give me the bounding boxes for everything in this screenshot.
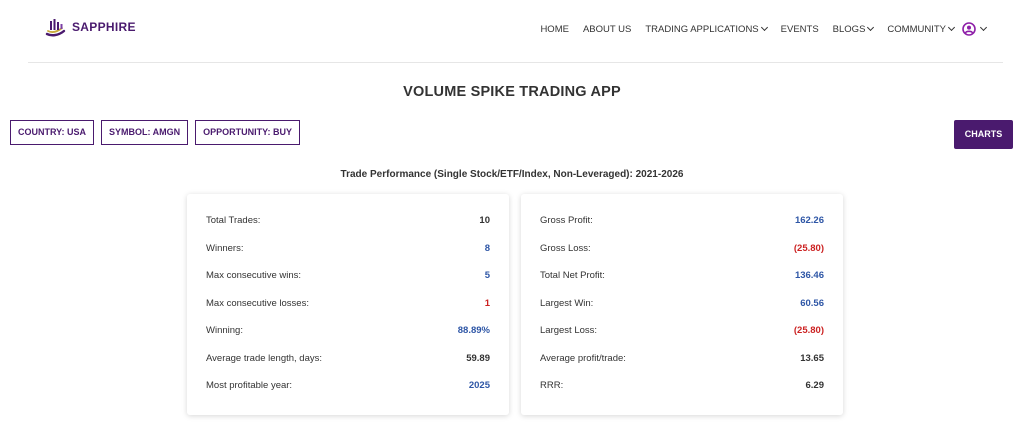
profile-menu[interactable] [962,22,988,36]
stat-row: Max consecutive losses: 1 [206,290,490,318]
stat-label: Gross Loss: [540,242,591,254]
stat-row: Winning: 88.89% [206,317,490,345]
stat-value: 88.89% [457,325,490,337]
nav-item-label: TRADING APPLICATIONS [645,23,759,35]
stat-value: 8 [484,242,490,254]
main-nav: HOME ABOUT US TRADING APPLICATIONS EVENT… [540,22,988,36]
user-circle-icon [962,22,976,36]
stat-label: Total Trades: [206,215,261,227]
nav-item-label: HOME [540,23,569,35]
stat-row: Average trade length, days: 59.89 [206,345,490,373]
nav-item-label: EVENTS [780,23,819,35]
site-header: SAPPHIRE HOME ABOUT US TRADING APPLICATI… [0,0,1024,62]
nav-item-label: ABOUT US [582,23,632,35]
stat-label: Total Net Profit: [540,270,605,282]
stat-label: RRR: [540,380,564,392]
header-divider [28,62,1003,63]
stat-row: Max consecutive wins: 5 [206,262,490,290]
performance-subtitle: Trade Performance (Single Stock/ETF/Inde… [340,169,684,180]
country-filter[interactable]: COUNTRY: USA [10,120,94,145]
trade-stats-card: Total Trades: 10 Winners: 8 Max consecut… [187,194,509,415]
nav-item-blogs[interactable]: BLOGS [832,23,875,35]
stat-label: Max consecutive losses: [206,297,309,309]
chevron-down-icon [760,23,768,32]
stat-value: 1 [484,297,490,309]
stat-label: Winning: [206,325,243,337]
stat-row: Largest Loss: (25.80) [540,317,824,345]
stat-label: Largest Win: [540,297,594,309]
stat-label: Largest Loss: [540,325,598,337]
nav-item-label: BLOGS [832,23,866,35]
stat-row: Total Net Profit: 136.46 [540,262,824,290]
stat-value: 60.56 [800,297,824,309]
stat-row: Most profitable year: 2025 [206,372,490,400]
nav-item-trading-applications[interactable]: TRADING APPLICATIONS [645,23,768,35]
stat-row: Gross Profit: 162.26 [540,207,824,235]
stat-label: Average profit/trade: [540,352,626,364]
nav-item-about-us[interactable]: ABOUT US [583,24,631,35]
nav-item-label: COMMUNITY [887,23,946,35]
profit-stats-card: Gross Profit: 162.26 Gross Loss: (25.80)… [521,194,843,415]
stat-row: Winners: 8 [206,235,490,263]
stat-row: Average profit/trade: 13.65 [540,345,824,373]
stat-label: Max consecutive wins: [206,270,302,282]
brand-name: SAPPHIRE [72,20,136,34]
stat-value: (25.80) [793,325,824,337]
opportunity-filter[interactable]: OPPORTUNITY: BUY [195,120,301,145]
stat-value: 5 [484,270,490,282]
stat-value: 6.29 [805,380,825,392]
stat-label: Gross Profit: [540,215,593,227]
symbol-filter[interactable]: SYMBOL: AMGN [101,120,189,145]
stat-value: 13.65 [800,352,824,364]
stat-value: 2025 [468,380,490,392]
stat-label: Average trade length, days: [206,352,323,364]
page-title: VOLUME SPIKE TRADING APP [403,84,621,100]
chevron-down-icon [947,23,956,32]
chevron-down-icon [867,23,875,32]
stat-value: 59.89 [466,352,490,364]
brand-logo[interactable]: SAPPHIRE [44,16,136,38]
stat-row: RRR: 6.29 [540,372,824,400]
stat-row: Gross Loss: (25.80) [540,235,824,263]
stat-value: 162.26 [794,215,824,227]
chevron-down-icon [979,23,988,32]
nav-item-community[interactable]: COMMUNITY [887,23,956,35]
filter-bar: COUNTRY: USA SYMBOL: AMGN OPPORTUNITY: B… [10,120,301,145]
stat-row: Largest Win: 60.56 [540,290,824,318]
stat-row: Total Trades: 10 [206,207,490,235]
stat-label: Winners: [206,242,244,254]
stat-label: Most profitable year: [206,380,293,392]
charts-button[interactable]: CHARTS [954,120,1013,149]
stat-value: 10 [479,215,490,227]
stat-value: 136.46 [794,270,824,282]
stat-value: (25.80) [793,242,824,254]
sapphire-logo-icon [45,19,66,37]
nav-item-events[interactable]: EVENTS [781,24,819,35]
nav-item-home[interactable]: HOME [540,24,569,35]
